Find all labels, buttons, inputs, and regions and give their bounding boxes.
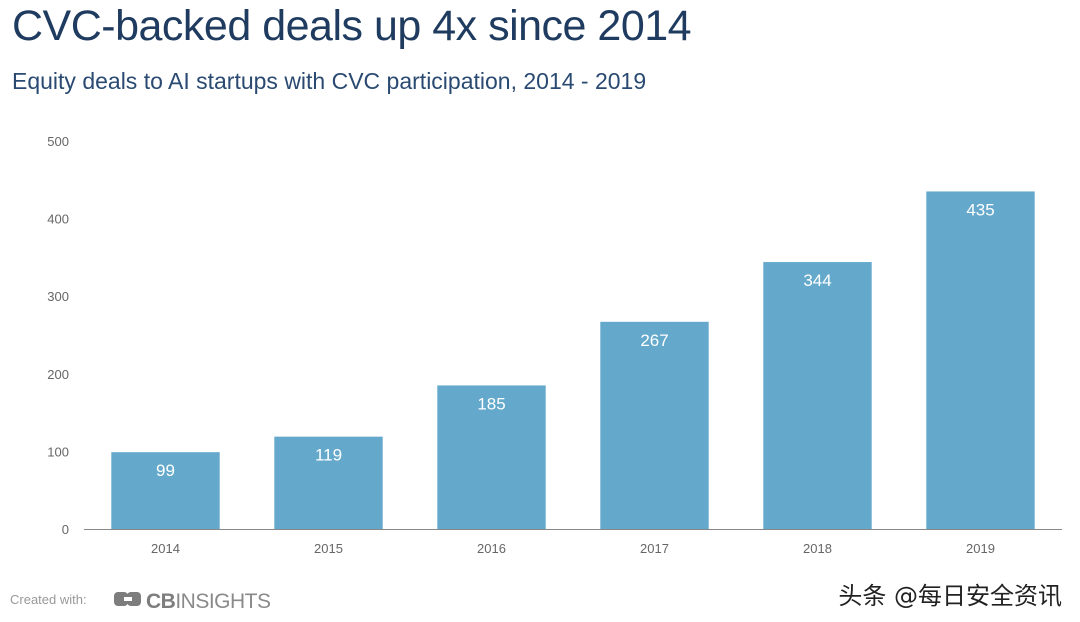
- cbinsights-logo: CBINSIGHTS: [114, 589, 271, 614]
- bar-value-label: 99: [156, 461, 175, 480]
- y-tick-label: 400: [47, 212, 69, 227]
- x-tick-label: 2018: [803, 541, 832, 556]
- y-axis: 0 100 200 300 400 500: [47, 134, 69, 537]
- cbinsights-mark-icon: [114, 589, 142, 614]
- chart-subtitle: Equity deals to AI startups with CVC par…: [12, 68, 647, 94]
- x-tick-label: 2016: [477, 541, 506, 556]
- bar-2017: [600, 321, 709, 529]
- y-tick-label: 300: [47, 289, 69, 304]
- bar-2018: [763, 262, 872, 529]
- bar-2014: [111, 452, 220, 529]
- bar-2019: [926, 191, 1035, 529]
- x-tick-label: 2015: [314, 541, 343, 556]
- bar-value-label: 267: [640, 331, 668, 350]
- bar-value-label: 119: [315, 446, 342, 465]
- x-tick-label: 2014: [151, 541, 180, 556]
- x-tick-label: 2019: [966, 541, 995, 556]
- bars-group: 99 119 185 267 344 435: [111, 191, 1035, 529]
- bar-2016: [437, 385, 546, 529]
- chart-title: CVC-backed deals up 4x since 2014: [12, 2, 692, 50]
- cbinsights-wordmark: CBINSIGHTS: [146, 589, 271, 613]
- bar-value-label: 185: [477, 394, 505, 413]
- y-tick-label: 0: [62, 522, 69, 537]
- bar-value-label: 435: [966, 200, 994, 219]
- x-axis: 2014 2015 2016 2017 2018 2019: [151, 541, 995, 556]
- y-tick-label: 100: [47, 444, 69, 459]
- y-tick-label: 200: [47, 367, 69, 382]
- bar-2015: [274, 436, 383, 529]
- bar-value-label: 344: [803, 271, 831, 290]
- y-tick-label: 500: [47, 134, 69, 149]
- x-tick-label: 2017: [640, 541, 669, 556]
- created-with-label: Created with:: [10, 592, 87, 607]
- watermark-text: 头条 @每日安全资讯: [838, 582, 1062, 610]
